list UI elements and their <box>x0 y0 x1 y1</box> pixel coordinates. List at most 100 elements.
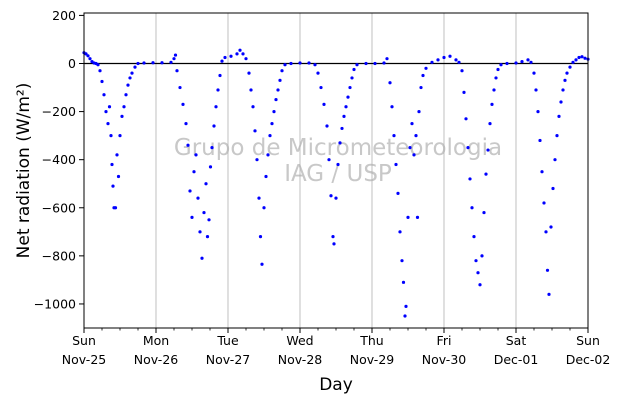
data-point <box>549 225 553 229</box>
data-point <box>253 129 257 133</box>
x-tick-day-label: Mon <box>143 333 169 348</box>
data-point <box>336 162 340 167</box>
y-tick-label: −400 <box>42 152 76 167</box>
data-point <box>126 83 130 87</box>
data-point <box>96 63 100 67</box>
x-tick-date-label: Nov-25 <box>62 352 106 367</box>
data-point <box>488 122 492 126</box>
x-tick-date-label: Nov-27 <box>206 352 250 367</box>
data-point <box>486 148 490 152</box>
data-point <box>196 196 200 200</box>
y-axis-label: Net radiation (W/m²) <box>14 83 34 259</box>
data-point <box>111 184 115 188</box>
data-point <box>396 191 400 195</box>
data-point <box>571 60 575 64</box>
data-point <box>404 304 408 308</box>
data-point <box>482 210 486 215</box>
data-point <box>188 189 192 193</box>
x-tick-day-label: Fri <box>437 333 452 348</box>
data-point <box>430 60 434 64</box>
data-point <box>173 53 178 57</box>
data-point <box>241 52 245 56</box>
data-point <box>207 218 211 222</box>
data-point <box>526 58 530 62</box>
data-point <box>266 153 270 157</box>
data-point <box>238 48 242 52</box>
data-point <box>350 76 354 80</box>
data-point <box>494 76 498 80</box>
data-point <box>414 134 418 138</box>
data-point <box>244 57 248 61</box>
data-point <box>264 174 268 179</box>
data-point <box>565 71 569 75</box>
x-tick-date-label: Dec-02 <box>566 352 611 367</box>
data-point <box>388 81 392 85</box>
data-point <box>116 174 121 179</box>
data-point <box>278 78 282 82</box>
data-point <box>568 65 572 69</box>
data-point <box>496 67 500 72</box>
data-point <box>235 52 239 56</box>
data-point <box>346 95 350 99</box>
data-point <box>270 122 274 126</box>
data-point <box>561 88 565 92</box>
data-point <box>142 61 146 65</box>
x-axis: Sun Nov-25 Mon Nov-26 Tue Nov-27 Wed Nov-28 Thu N… <box>62 328 611 367</box>
data-point <box>319 85 323 90</box>
data-point <box>208 165 213 169</box>
data-point <box>338 141 342 145</box>
data-point <box>401 280 406 284</box>
data-point <box>474 259 478 263</box>
data-point <box>220 59 224 63</box>
data-point <box>133 65 137 69</box>
data-point <box>276 88 280 92</box>
data-point <box>462 90 466 94</box>
data-point <box>172 57 176 61</box>
data-point <box>120 114 124 118</box>
data-point <box>417 109 421 114</box>
data-point <box>175 69 179 73</box>
x-tick-day-label: Sun <box>72 333 96 348</box>
y-tick-label: −200 <box>42 104 76 119</box>
y-tick-label: −600 <box>42 200 76 215</box>
data-point <box>466 146 470 150</box>
data-point <box>468 177 472 181</box>
data-point <box>258 235 263 239</box>
data-point <box>109 134 113 138</box>
data-point <box>327 158 331 162</box>
data-point <box>151 61 155 65</box>
data-point <box>424 66 428 70</box>
data-point <box>536 109 540 114</box>
data-point <box>104 109 108 114</box>
data-point <box>394 162 398 167</box>
data-point <box>113 206 118 210</box>
data-point <box>115 153 119 157</box>
data-point <box>373 61 377 66</box>
data-point <box>100 79 104 84</box>
watermark-line: Grupo de Micrometeorologia <box>174 135 502 161</box>
data-point <box>86 54 90 58</box>
data-point <box>200 256 204 260</box>
x-tick-date-label: Nov-29 <box>350 352 395 367</box>
data-point <box>364 61 368 66</box>
x-tick-day-label: Sat <box>506 333 527 348</box>
data-point <box>216 88 220 92</box>
data-point <box>529 60 533 64</box>
data-point <box>400 259 404 263</box>
y-tick-label: 200 <box>52 8 76 23</box>
data-point <box>412 153 416 157</box>
data-point <box>436 58 440 62</box>
data-point <box>313 63 317 67</box>
data-point <box>534 88 538 92</box>
data-point <box>406 215 410 219</box>
data-point <box>464 117 468 121</box>
data-point <box>198 230 202 234</box>
data-point <box>204 182 208 186</box>
y-tick-label: −1000 <box>34 296 76 311</box>
data-point <box>98 69 102 73</box>
data-point <box>457 60 461 64</box>
data-point <box>160 61 164 65</box>
data-point <box>472 235 476 239</box>
data-point <box>257 196 261 200</box>
data-point <box>268 134 272 138</box>
